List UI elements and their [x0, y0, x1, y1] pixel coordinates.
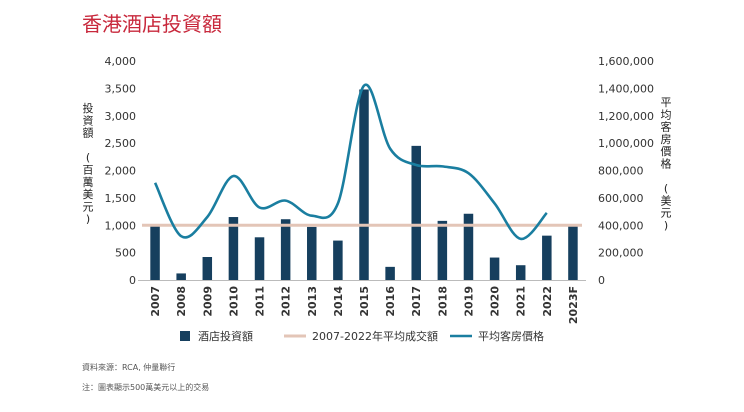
y-left-tick-label: 4,000 [105, 55, 137, 68]
y-left-axis-title: 投資額 (百萬美元) [83, 101, 94, 226]
bar-2022 [542, 235, 552, 280]
bar-2012 [280, 219, 291, 280]
bar-2015 [359, 89, 369, 280]
y-right-axis-title: 平均客房價格 (美元) [661, 96, 672, 232]
y-left-tick-label: 1,000 [105, 219, 137, 232]
x-tick-label-2018: 2018 [436, 286, 449, 317]
y-left-tick-label: 3,000 [105, 110, 137, 123]
x-tick-label-2009: 2009 [201, 286, 214, 317]
bar-2007 [150, 225, 160, 280]
y-left-tick-label: 1,500 [105, 192, 137, 205]
x-tick-label-2019: 2019 [462, 286, 475, 317]
source-note: 資料來源：RCA, 仲量聯行 [82, 363, 176, 372]
y-right-tick-label: 0 [598, 274, 605, 287]
y-right-tick-label: 1,600,000 [598, 55, 654, 68]
y-right-tick-label: 200,000 [598, 247, 644, 260]
x-tick-label-2011: 2011 [254, 286, 267, 317]
x-tick-label-2010: 2010 [227, 286, 240, 317]
chart-title: 香港酒店投資額 [82, 12, 222, 36]
x-tick-label-2022: 2022 [541, 286, 554, 317]
y-right-tick-label: 1,400,000 [598, 82, 654, 95]
x-tick-label-2014: 2014 [332, 286, 345, 317]
bar-2010 [228, 217, 239, 280]
bar-2021 [515, 265, 526, 280]
x-tick-label-2023f: 2023F [567, 286, 580, 324]
bar-2014 [333, 240, 343, 280]
bar-2009 [202, 257, 213, 280]
legend-label-price: 平均客房價格 [478, 329, 544, 343]
bar-2018 [437, 220, 448, 280]
y-left-tick-label: 3,500 [105, 82, 137, 95]
bar-2013 [307, 226, 317, 280]
y-right-tick-label: 600,000 [598, 192, 644, 205]
bar-2016 [385, 266, 395, 280]
x-tick-label-2017: 2017 [410, 286, 423, 317]
bar-2023f [568, 225, 578, 280]
x-tick-label-2013: 2013 [306, 286, 319, 317]
y-left-tick-label: 0 [129, 274, 136, 287]
x-tick-label-2012: 2012 [280, 286, 293, 317]
y-right-tick-label: 1,000,000 [598, 137, 654, 150]
x-tick-label-2015: 2015 [358, 286, 371, 317]
price-line [153, 83, 548, 241]
x-tick-label-2008: 2008 [175, 286, 188, 317]
bar-2020 [489, 257, 500, 280]
y-left-tick-label: 2,000 [105, 165, 137, 178]
y-right-tick-label: 400,000 [598, 219, 644, 232]
legend-label-bar: 酒店投資額 [198, 329, 253, 343]
bar-2019 [463, 213, 474, 280]
x-tick-label-2021: 2021 [515, 286, 528, 317]
legend-swatch-bar [180, 331, 190, 341]
y-right-tick-label: 1,200,000 [598, 110, 654, 123]
bar-2017 [411, 145, 421, 280]
legend-label-average: 2007-2022年平均成交額 [312, 329, 438, 343]
x-tick-label-2016: 2016 [384, 286, 397, 317]
bar-2008 [176, 273, 186, 280]
x-tick-label-2020: 2020 [489, 286, 502, 317]
y-left-tick-label: 2,500 [105, 137, 137, 150]
y-left-tick-label: 500 [115, 247, 136, 260]
y-right-tick-label: 800,000 [598, 165, 644, 178]
x-tick-label-2007: 2007 [149, 286, 162, 317]
footnote: 注：圖表顯示500萬美元以上的交易 [82, 383, 210, 392]
bar-2011 [254, 237, 265, 280]
